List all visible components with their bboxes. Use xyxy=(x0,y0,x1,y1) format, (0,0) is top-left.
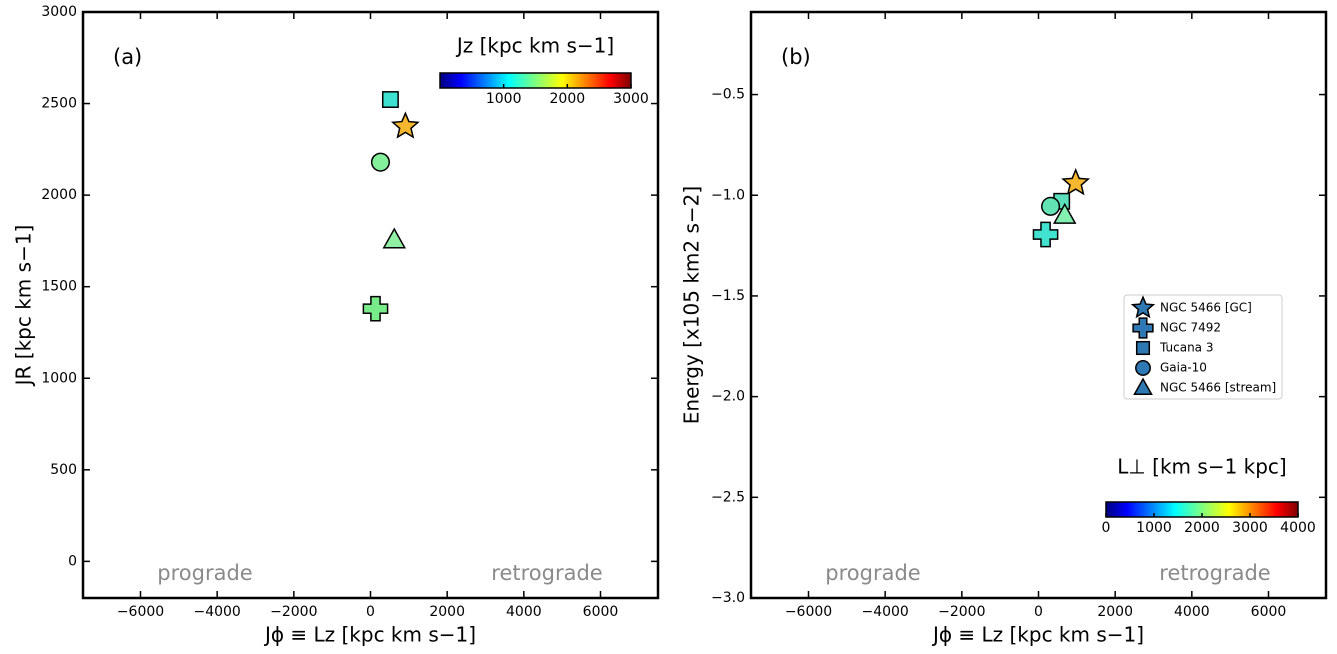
legend-label: Tucana 3 xyxy=(1159,341,1213,355)
legend-label: NGC 5466 [stream] xyxy=(1160,381,1276,395)
colorbar-tick-label: 3000 xyxy=(1232,520,1268,536)
y-tick-label: −1.0 xyxy=(711,187,745,203)
y-tick-label: 3000 xyxy=(41,4,77,20)
marker-circle xyxy=(1041,196,1061,216)
annotation: prograde xyxy=(825,561,920,585)
colorbar-tick-label: 0 xyxy=(1102,520,1111,536)
colorbar xyxy=(439,72,632,89)
marker-star xyxy=(390,111,420,139)
x-tick-label: −6000 xyxy=(785,604,832,620)
x-tick-label: −2000 xyxy=(938,604,985,620)
y-axis-label: JR [kpc km s−1] xyxy=(12,225,36,388)
legend-label: Gaia-10 xyxy=(1160,361,1207,375)
legend-frame xyxy=(1123,294,1283,400)
y-tick-label: −2.0 xyxy=(711,389,745,405)
colorbar-tick-label: 2000 xyxy=(1184,520,1220,536)
x-tick-label: 6000 xyxy=(583,604,619,620)
x-tick-label: 2000 xyxy=(1097,604,1133,620)
marker-triangle xyxy=(1052,202,1077,224)
legend-label: NGC 7492 xyxy=(1160,321,1221,335)
x-tick-label: −6000 xyxy=(117,604,164,620)
colorbar-label: Jz [kpc km s−1] xyxy=(455,34,614,58)
x-tick-label: 0 xyxy=(1034,604,1043,620)
marker-triangle xyxy=(382,227,406,249)
colorbar-tick-label: 4000 xyxy=(1280,520,1316,536)
marker-star xyxy=(1130,295,1156,319)
colorbar-tick-label: 1000 xyxy=(486,91,522,107)
annotation: retrograde xyxy=(491,561,602,585)
colorbar-tick-label: 3000 xyxy=(613,91,649,107)
marker-circle xyxy=(370,152,391,172)
x-tick-label: 4000 xyxy=(506,604,542,620)
marker-plus xyxy=(1032,221,1059,248)
y-tick-label: 2000 xyxy=(41,187,77,203)
marker-plus xyxy=(362,295,389,322)
legend-label: NGC 5466 [GC] xyxy=(1160,301,1252,315)
x-tick-label: 6000 xyxy=(1251,604,1287,620)
panel-label: (a) xyxy=(113,45,142,69)
annotation: prograde xyxy=(157,561,252,585)
marker-circle xyxy=(1135,360,1151,376)
marker-star xyxy=(1061,168,1091,196)
marker-square xyxy=(381,91,399,108)
y-tick-label: 2500 xyxy=(41,96,77,112)
marker-square xyxy=(1135,340,1151,356)
x-tick-label: 2000 xyxy=(429,604,465,620)
colorbar-tick-label: 2000 xyxy=(550,91,586,107)
colorbar-tick-label: 1000 xyxy=(1136,520,1172,536)
y-tick-label: −1.5 xyxy=(711,288,745,304)
x-tick-label: −4000 xyxy=(193,604,240,620)
x-tick-label: −4000 xyxy=(861,604,908,620)
y-tick-label: 1000 xyxy=(41,370,77,386)
x-tick-label: 0 xyxy=(366,604,375,620)
x-axis-label: Jϕ ≡ Lz [kpc km s−1] xyxy=(263,623,476,647)
x-axis-label: Jϕ ≡ Lz [kpc km s−1] xyxy=(931,623,1144,647)
y-tick-label: 0 xyxy=(68,553,77,569)
y-tick-label: 1500 xyxy=(41,279,77,295)
y-tick-label: −3.0 xyxy=(711,590,745,606)
panel-label: (b) xyxy=(781,45,811,69)
colorbar-label: L⊥ [km s−1 kpc] xyxy=(1117,455,1286,479)
y-tick-label: 500 xyxy=(50,462,77,478)
x-tick-label: 4000 xyxy=(1174,604,1210,620)
y-axis-label: Energy [x105 km2 s−2] xyxy=(680,186,704,424)
y-tick-label: −0.5 xyxy=(711,87,745,103)
y-tick-label: −2.5 xyxy=(711,489,745,505)
annotation: retrograde xyxy=(1159,561,1270,585)
x-tick-label: −2000 xyxy=(270,604,317,620)
marker-plus xyxy=(1132,317,1154,339)
marker-triangle xyxy=(1133,377,1153,396)
